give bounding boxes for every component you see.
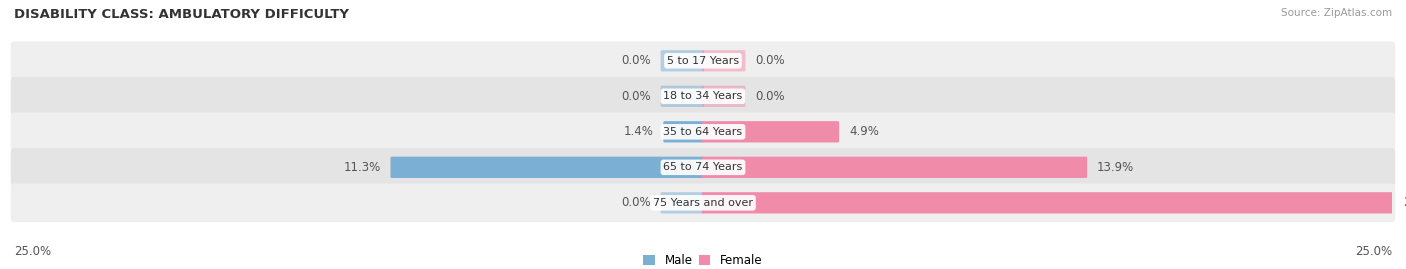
FancyBboxPatch shape	[391, 157, 704, 178]
Text: DISABILITY CLASS: AMBULATORY DIFFICULTY: DISABILITY CLASS: AMBULATORY DIFFICULTY	[14, 8, 349, 21]
Text: 1.4%: 1.4%	[623, 125, 654, 138]
Text: 5 to 17 Years: 5 to 17 Years	[666, 56, 740, 66]
Text: 0.0%: 0.0%	[755, 54, 785, 67]
Text: 25.0%: 25.0%	[1355, 245, 1392, 258]
Text: 4.9%: 4.9%	[849, 125, 879, 138]
FancyBboxPatch shape	[702, 157, 1087, 178]
Text: 13.9%: 13.9%	[1097, 161, 1135, 174]
Text: 0.0%: 0.0%	[621, 90, 651, 103]
FancyBboxPatch shape	[661, 50, 704, 72]
Text: 18 to 34 Years: 18 to 34 Years	[664, 91, 742, 101]
Text: 35 to 64 Years: 35 to 64 Years	[664, 127, 742, 137]
FancyBboxPatch shape	[661, 86, 704, 107]
FancyBboxPatch shape	[11, 77, 1395, 116]
Text: 65 to 74 Years: 65 to 74 Years	[664, 162, 742, 172]
Text: 0.0%: 0.0%	[621, 54, 651, 67]
FancyBboxPatch shape	[11, 148, 1395, 187]
FancyBboxPatch shape	[11, 112, 1395, 151]
FancyBboxPatch shape	[702, 192, 1393, 214]
FancyBboxPatch shape	[702, 86, 745, 107]
Text: 25.0%: 25.0%	[1403, 196, 1406, 209]
Text: 0.0%: 0.0%	[621, 196, 651, 209]
Text: 11.3%: 11.3%	[343, 161, 381, 174]
FancyBboxPatch shape	[11, 183, 1395, 222]
Legend: Male, Female: Male, Female	[638, 249, 768, 269]
Text: Source: ZipAtlas.com: Source: ZipAtlas.com	[1281, 8, 1392, 18]
FancyBboxPatch shape	[664, 121, 704, 143]
FancyBboxPatch shape	[661, 192, 704, 214]
FancyBboxPatch shape	[11, 41, 1395, 80]
Text: 25.0%: 25.0%	[14, 245, 51, 258]
Text: 0.0%: 0.0%	[755, 90, 785, 103]
Text: 75 Years and over: 75 Years and over	[652, 198, 754, 208]
FancyBboxPatch shape	[702, 50, 745, 72]
FancyBboxPatch shape	[702, 121, 839, 143]
